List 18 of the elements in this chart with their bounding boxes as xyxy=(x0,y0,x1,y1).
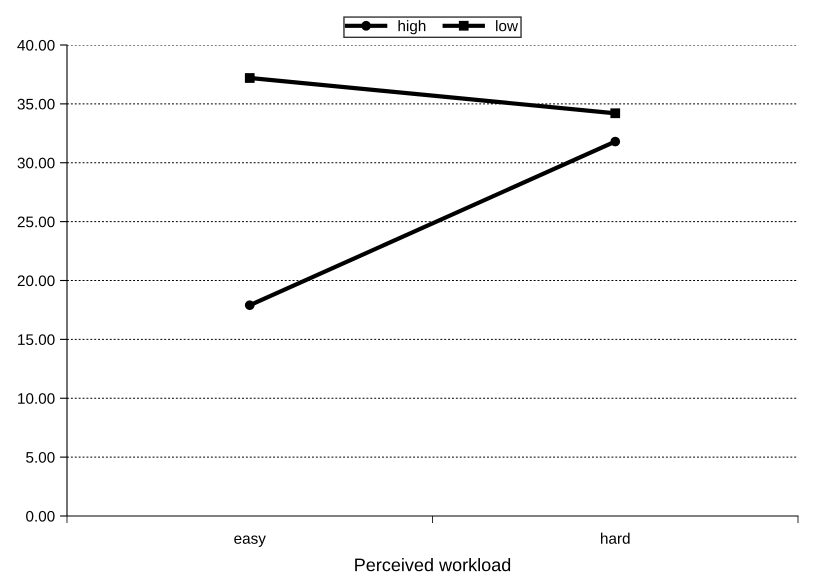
y-tick-label: 30.00 xyxy=(18,158,55,168)
x-tick-label: easy xyxy=(234,536,266,547)
y-tick-label: 10.00 xyxy=(18,393,55,404)
y-tick-label: 40.00 xyxy=(17,40,55,51)
y-tick-label: 15.00 xyxy=(18,334,55,346)
y-tick-label: 35.00 xyxy=(18,98,55,110)
x-tick-label: hard xyxy=(601,532,630,544)
x-axis-title: Perceived workload xyxy=(355,558,510,572)
y-tick-label: 0.00 xyxy=(26,510,55,522)
legend-label: low xyxy=(496,20,518,32)
point xyxy=(244,300,255,310)
legend-label: high xyxy=(398,20,426,34)
point xyxy=(610,136,620,146)
y-tick-label: 25.00 xyxy=(18,216,55,228)
point xyxy=(244,73,255,83)
y-tick-label: 20.00 xyxy=(18,275,55,286)
y-tick-label: 5.00 xyxy=(26,452,55,463)
point xyxy=(610,108,620,118)
